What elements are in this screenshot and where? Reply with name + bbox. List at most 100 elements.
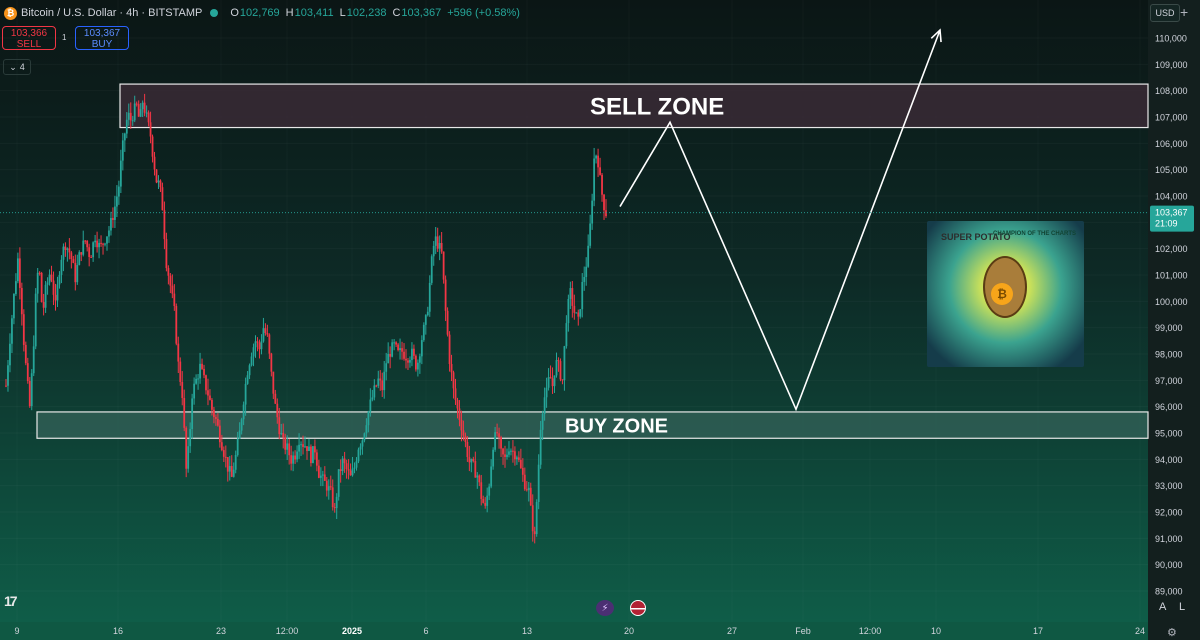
- candle-body: [337, 469, 340, 497]
- projection-line: [619, 29, 941, 412]
- candle-body: [470, 458, 473, 463]
- candle-body: [199, 363, 201, 379]
- candle-body: [361, 440, 364, 447]
- auto-scale-button[interactable]: A: [1159, 601, 1167, 613]
- candle-body: [557, 360, 560, 362]
- candle-body: [411, 348, 413, 361]
- candle-body: [381, 380, 384, 391]
- candle-body: [222, 450, 225, 457]
- candle-body: [193, 383, 196, 399]
- candle-body: [517, 457, 520, 460]
- candle-body: [11, 318, 13, 344]
- y-tick-label: 96,000: [1155, 402, 1183, 412]
- close-label: C: [392, 7, 401, 19]
- lightning-icon[interactable]: ⚡: [596, 600, 614, 616]
- candle-body: [444, 279, 447, 311]
- candle-body: [363, 433, 366, 441]
- candle-body: [286, 443, 289, 450]
- candle-body: [349, 470, 352, 476]
- projection-arrowhead: [930, 28, 942, 43]
- candle-body: [460, 419, 463, 431]
- candle-body: [187, 446, 190, 469]
- y-tick-label: 100,000: [1155, 297, 1188, 307]
- candle-body: [401, 348, 403, 352]
- currency-selector[interactable]: USD: [1150, 4, 1180, 22]
- candle-body: [22, 314, 25, 345]
- candle-body: [537, 464, 540, 503]
- candle-body: [531, 505, 534, 532]
- candle-body: [335, 496, 338, 509]
- candle-body: [151, 136, 154, 157]
- x-tick-label: 6: [423, 626, 428, 636]
- candle-body: [365, 425, 368, 434]
- candle-body: [405, 358, 407, 361]
- sell-zone-label: SELL ZONE: [590, 93, 724, 120]
- candle-body: [343, 458, 346, 464]
- x-tick-label: 12:00: [859, 626, 882, 636]
- candle-body: [329, 486, 332, 488]
- candle-body: [5, 385, 7, 387]
- symbol-title[interactable]: Bitcoin / U.S. Dollar · 4h · BITSTAMP: [21, 7, 203, 19]
- candle-body: [230, 465, 233, 477]
- candle-body: [26, 363, 29, 381]
- buy-price: 103,367: [83, 28, 121, 39]
- candle-body: [7, 365, 9, 386]
- candle-body: [567, 298, 570, 324]
- candle-body: [228, 465, 231, 472]
- buy-label: BUY: [91, 39, 113, 50]
- bitcoin-icon: ₿: [4, 6, 17, 20]
- plus-icon[interactable]: +: [1180, 4, 1189, 20]
- candle-body: [18, 258, 21, 288]
- candle-body: [106, 236, 108, 244]
- log-scale-button[interactable]: L: [1179, 601, 1186, 613]
- candle-body: [442, 251, 445, 280]
- candle-body: [525, 489, 528, 491]
- candle-body: [500, 437, 502, 449]
- sell-button[interactable]: 103,366 SELL: [2, 26, 56, 50]
- mascot-body: [983, 256, 1027, 318]
- candle-body: [232, 469, 235, 477]
- candle-body: [395, 342, 397, 345]
- candle-body: [521, 467, 524, 475]
- y-tick-label: 99,000: [1155, 323, 1183, 333]
- candle-body: [304, 446, 306, 448]
- buy-button[interactable]: 103,367 BUY: [75, 26, 129, 50]
- candle-body: [250, 356, 253, 366]
- candle-body: [587, 245, 590, 267]
- open-value: 102,769: [239, 7, 280, 19]
- gear-icon[interactable]: ⚙: [1167, 627, 1177, 639]
- buy-zone-label: BUY ZONE: [565, 415, 668, 437]
- candle-body: [533, 531, 536, 535]
- y-tick-label: 104,000: [1155, 192, 1188, 202]
- candle-body: [189, 429, 192, 447]
- candle-body: [490, 466, 493, 487]
- candle-body: [436, 236, 439, 249]
- y-tick-label: 108,000: [1155, 86, 1188, 96]
- candle-body: [323, 474, 326, 481]
- candle-body: [589, 223, 592, 246]
- indicators-toggle[interactable]: ⌄ 4: [3, 59, 31, 75]
- candle-body: [64, 246, 67, 250]
- candle-body: [581, 281, 584, 310]
- candle-body: [185, 427, 188, 469]
- candle-body: [373, 385, 376, 398]
- candle-body: [240, 419, 243, 431]
- candle-body: [181, 381, 184, 398]
- low-value: 102,238: [346, 7, 387, 19]
- candle-body: [432, 245, 435, 257]
- x-tick-label: 13: [522, 626, 532, 636]
- candle-body: [317, 465, 320, 478]
- candle-body: [117, 186, 120, 197]
- candle-body: [549, 377, 552, 379]
- candle-body: [290, 455, 293, 464]
- tradingview-logo-icon[interactable]: 17: [4, 593, 18, 609]
- us-flag-icon[interactable]: [630, 600, 646, 616]
- potato-mascot-image: ₿ SUPER POTATO CHAMPION OF THE CHARTS: [927, 221, 1084, 367]
- candle-body: [496, 432, 498, 434]
- candle-body: [282, 432, 285, 438]
- x-tick-label: 20: [624, 626, 634, 636]
- candle-body: [438, 243, 441, 249]
- candle-body: [456, 400, 459, 409]
- candle-body: [16, 258, 19, 282]
- candle-body: [213, 409, 215, 418]
